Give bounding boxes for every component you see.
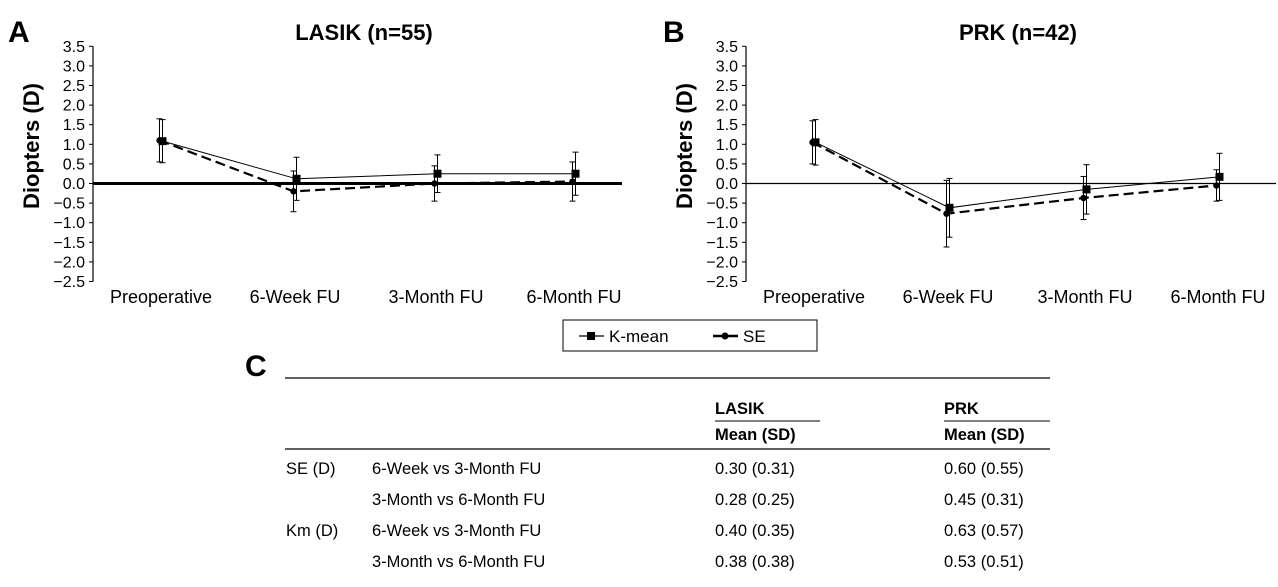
y-tick-label: −2.5: [706, 274, 738, 291]
data-point-square: [1082, 185, 1091, 194]
y-tick-label: 0.5: [63, 156, 85, 173]
x-tick-label: Preoperative: [110, 287, 212, 307]
y-tick-label: 2.0: [716, 98, 738, 115]
data-point-square: [433, 169, 442, 178]
table-row-comparison: 3-Month vs 6-Month FU: [372, 553, 545, 571]
data-point-circle: [809, 139, 816, 146]
y-tick-label: 3.5: [63, 39, 85, 56]
table-cell-prk: 0.45 (0.31): [944, 491, 1024, 509]
data-point-circle: [156, 137, 163, 144]
panel-letter-b: B: [663, 16, 685, 49]
legend-marker-square: [587, 332, 595, 340]
y-tick-label: 3.0: [63, 58, 85, 75]
y-tick-label: −1.0: [53, 215, 85, 232]
x-tick-label: 6-Week FU: [903, 287, 994, 307]
data-point-circle: [943, 210, 950, 217]
data-point-circle: [290, 188, 297, 195]
legend-box: [562, 319, 818, 352]
y-tick-label: 1.5: [716, 117, 738, 134]
table-cell-lasik: 0.30 (0.31): [715, 460, 795, 478]
y-tick-label: 3.0: [716, 58, 738, 75]
x-tick-label: Preoperative: [763, 287, 865, 307]
data-point-square: [292, 174, 301, 183]
x-tick-label: 3-Month FU: [388, 287, 483, 307]
series-line-se: [159, 139, 573, 193]
table-row-comparison: 3-Month vs 6-Month FU: [372, 491, 545, 509]
table-column-lasik: LASIK: [715, 400, 765, 418]
y-axis-label: Diopters (D): [19, 83, 44, 209]
chart-lasik: LASIK (n=55) Diopters (D) 3.5 3.0 2.5 2.0 1.…: [19, 20, 622, 307]
table-row-comparison: 6-Week vs 3-Month FU: [372, 460, 541, 478]
data-point-circle: [1080, 194, 1087, 202]
panel-letter-c: C: [245, 350, 267, 383]
x-tick-label: 6-Week FU: [250, 287, 341, 307]
data-point-square: [571, 169, 580, 178]
y-tick-label: 0.0: [716, 176, 738, 193]
panel-letter-a: A: [8, 16, 30, 49]
y-tick-label: −1.0: [706, 215, 738, 232]
data-point-circle: [1213, 182, 1220, 189]
series-line-k-mean: [815, 141, 1220, 209]
legend: K-mean SE: [562, 319, 818, 352]
series-line-se: [811, 141, 1217, 215]
chart-title: PRK (n=42): [959, 20, 1077, 45]
table-column-prk: PRK: [944, 400, 979, 418]
y-axis-label: Diopters (D): [672, 83, 697, 209]
y-tick-label: −2.0: [706, 254, 738, 271]
data-point-circle: [569, 178, 576, 185]
table-row-group: Km (D): [286, 522, 338, 540]
y-tick-label: −1.5: [53, 235, 85, 252]
table-row-group: SE (D): [286, 460, 336, 478]
x-tick-label: 6-Month FU: [526, 287, 621, 307]
table-cell-prk: 0.60 (0.55): [944, 460, 1024, 478]
x-tick-label: 6-Month FU: [1170, 287, 1265, 307]
chart-title: LASIK (n=55): [295, 20, 433, 45]
legend-label-kmean: K-mean: [609, 327, 669, 346]
y-tick-label: −2.0: [53, 254, 85, 271]
y-tick-label: 2.5: [716, 78, 738, 95]
legend-marker-circle: [721, 332, 729, 340]
table-subcolumn-prk: Mean (SD): [944, 426, 1025, 444]
y-tick-label: −1.5: [706, 235, 738, 252]
chart-prk: PRK (n=42) Diopters (D) 3.5 3.0 2.5 2.0 1.5 1…: [672, 20, 1276, 307]
table-subcolumn-lasik: Mean (SD): [715, 426, 796, 444]
y-tick-label: 1.5: [63, 117, 85, 134]
y-tick-label: 0.0: [63, 176, 85, 193]
y-tick-label: −0.5: [53, 196, 85, 213]
table-row-comparison: 6-Week vs 3-Month FU: [372, 522, 541, 540]
table-cell-prk: 0.63 (0.57): [944, 522, 1024, 540]
y-tick-label: 2.0: [63, 98, 85, 115]
data-point-circle: [431, 180, 438, 187]
data-point-square: [1215, 172, 1224, 181]
y-tick-label: 3.5: [716, 39, 738, 56]
comparison-table: LASIK Mean (SD) PRK Mean (SD) SE (D) 6-W…: [285, 377, 1050, 571]
y-tick-label: 1.0: [716, 137, 738, 154]
y-tick-label: −2.5: [53, 274, 85, 291]
table-cell-lasik: 0.40 (0.35): [715, 522, 795, 540]
table-cell-prk: 0.53 (0.51): [944, 553, 1024, 571]
x-tick-label: 3-Month FU: [1037, 287, 1132, 307]
table-cell-lasik: 0.28 (0.25): [715, 491, 795, 509]
table-cell-lasik: 0.38 (0.38): [715, 553, 795, 571]
series-line-k-mean: [162, 140, 576, 180]
y-tick-label: −0.5: [706, 196, 738, 213]
legend-label-se: SE: [743, 327, 766, 346]
y-tick-label: 1.0: [63, 137, 85, 154]
y-tick-label: 0.5: [716, 156, 738, 173]
y-tick-label: 2.5: [63, 78, 85, 95]
data-point-square: [945, 203, 954, 212]
